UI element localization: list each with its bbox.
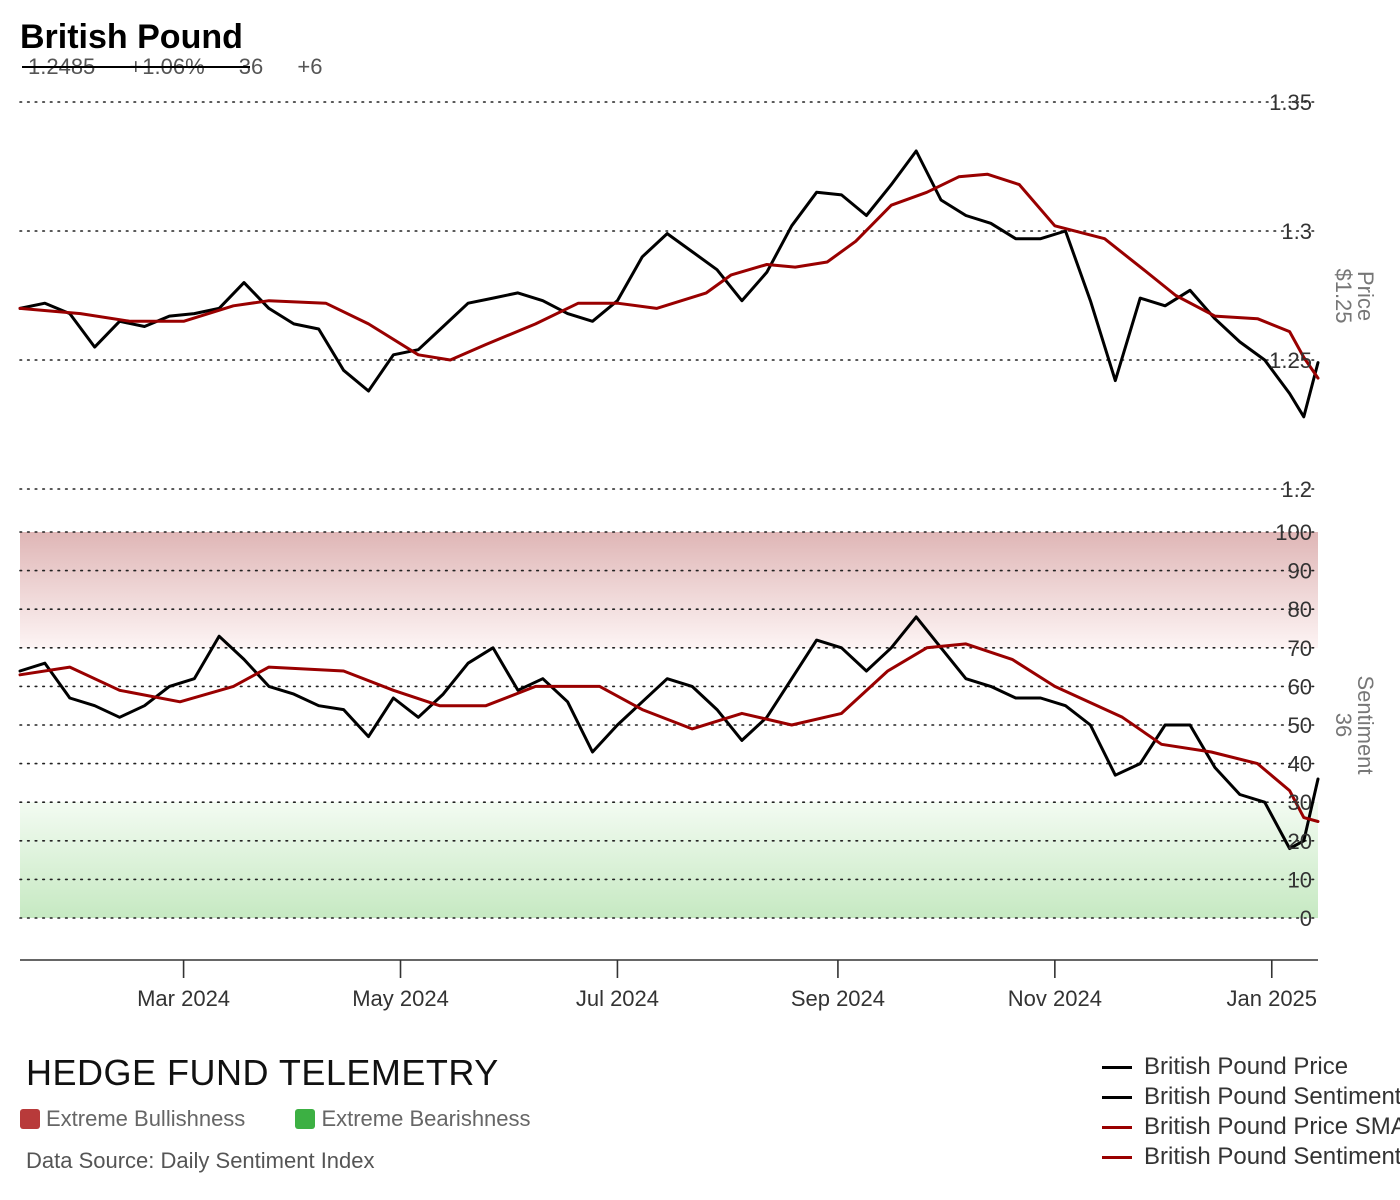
legend-item-price[interactable]: British Pound Price — [1102, 1052, 1400, 1082]
sentiment-tick-label: 20 — [1288, 829, 1312, 854]
x-tick-label: May 2024 — [352, 986, 449, 1011]
bearish-swatch — [295, 1109, 316, 1129]
sentiment-tick-label: 80 — [1288, 597, 1312, 622]
price-axis-label: Price$1.25 — [1331, 268, 1378, 323]
extreme-bear-label: Extreme Bearishness — [321, 1106, 531, 1131]
legend-swatch-price — [1102, 1065, 1132, 1069]
sentiment-tick-label: 10 — [1288, 867, 1312, 892]
sentiment-tick-label: 100 — [1275, 520, 1312, 545]
sentiment-tick-label: 70 — [1288, 636, 1312, 661]
sentiment-line — [18, 615, 1320, 850]
x-tick-label: Mar 2024 — [137, 986, 230, 1011]
extreme-bearish-zone — [20, 802, 1318, 918]
zone-key-bearish: Extreme Bearishness — [295, 1106, 531, 1132]
price-tick-label: 1.2 — [1281, 477, 1312, 502]
sentiment-change: +6 — [297, 54, 323, 79]
legend-label-sentiment-sma: British Pound Sentiment SMA — [1144, 1143, 1400, 1170]
chart-title: British Pound — [20, 18, 243, 56]
legend-label-sentiment: British Pound Sentiment — [1144, 1083, 1400, 1110]
legend-label-price-sma: British Pound Price SMA — [1144, 1113, 1400, 1140]
price-axis-title: Price — [1353, 271, 1378, 321]
sentiment-tick-label: 30 — [1288, 790, 1312, 815]
price-sentiment-chart: 1.351.31.251.21009080706050403020100Mar … — [18, 90, 1378, 1011]
price-line — [18, 149, 1320, 419]
legend-item-sentiment[interactable]: British Pound Sentiment — [1102, 1082, 1400, 1112]
zone-key: Extreme Bullishness Extreme Bearishness — [20, 1106, 575, 1135]
price-tick-label: 1.25 — [1269, 348, 1312, 373]
price-sma-line — [18, 172, 1320, 380]
legend-swatch-sentiment — [1102, 1095, 1132, 1099]
sentiment-tick-label: 90 — [1288, 559, 1312, 584]
sentiment-tick-label: 60 — [1288, 674, 1312, 699]
legend-swatch-sentiment-sma — [1102, 1155, 1132, 1159]
extreme-bull-label: Extreme Bullishness — [46, 1106, 246, 1131]
sentiment-tick-label: 0 — [1300, 906, 1312, 931]
price-tick-label: 1.35 — [1269, 90, 1312, 115]
sentiment-sma-line — [18, 642, 1320, 823]
price-axis-value: $1.25 — [1331, 268, 1356, 323]
zone-key-bullish: Extreme Bullishness — [20, 1106, 245, 1132]
bullish-swatch — [20, 1109, 40, 1129]
legend-label-price: British Pound Price — [1144, 1053, 1349, 1080]
title-underline — [22, 66, 250, 68]
extreme-bullish-zone — [20, 532, 1318, 648]
sentiment-axis-title: Sentiment — [1353, 675, 1378, 774]
price-tick-label: 1.3 — [1281, 219, 1312, 244]
x-tick-label: Jul 2024 — [576, 986, 659, 1011]
x-tick-label: Sep 2024 — [791, 986, 885, 1011]
data-source: Data Source: Daily Sentiment Index — [26, 1148, 375, 1173]
x-tick-label: Nov 2024 — [1008, 986, 1102, 1011]
legend-item-price-sma[interactable]: British Pound Price SMA — [1102, 1112, 1400, 1142]
legend-item-sentiment-sma[interactable]: British Pound Sentiment SMA — [1102, 1142, 1400, 1172]
legend-swatch-price-sma — [1102, 1125, 1132, 1129]
brand-name: HEDGE FUND TELEMETRY — [26, 1052, 499, 1093]
sentiment-tick-label: 40 — [1288, 752, 1312, 777]
legend: British Pound Price British Pound Sentim… — [1102, 1052, 1400, 1172]
sentiment-axis-value: 36 — [1331, 713, 1356, 737]
x-tick-label: Jan 2025 — [1227, 986, 1318, 1011]
sentiment-tick-label: 50 — [1288, 713, 1312, 738]
